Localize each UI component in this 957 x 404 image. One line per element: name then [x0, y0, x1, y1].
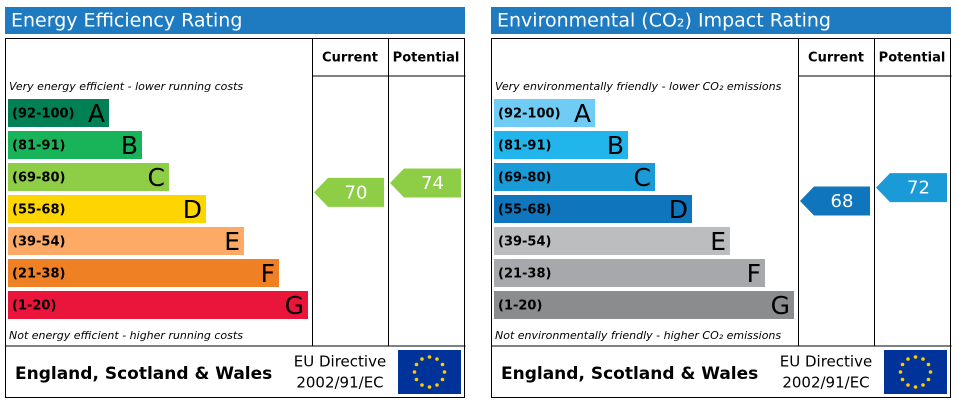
band	[8, 131, 142, 159]
eu-star	[913, 385, 918, 389]
panel-title: Environmental (CO₂) Impact Rating	[497, 10, 831, 32]
eu-star	[414, 362, 419, 367]
band	[8, 195, 206, 223]
rating-value: 72	[907, 178, 930, 199]
band-letter: B	[607, 131, 624, 160]
eu-star	[435, 383, 439, 387]
band-letter: F	[261, 259, 275, 288]
top-note: Very energy efficient - lower running co…	[9, 80, 243, 93]
eu-star	[442, 370, 447, 374]
band	[494, 99, 595, 127]
header-potential: Potential	[393, 51, 460, 66]
rating-arrow	[314, 177, 384, 207]
band-range: (81-91)	[498, 139, 551, 154]
band-range: (69-80)	[498, 171, 551, 186]
eu-star	[921, 383, 925, 387]
header-current: Current	[322, 51, 378, 66]
title-bar	[491, 7, 951, 34]
rating-arrow	[390, 168, 461, 198]
band	[494, 131, 628, 159]
band	[8, 227, 244, 255]
eu-star	[427, 385, 432, 389]
eu-star	[906, 383, 910, 387]
band-letter: F	[747, 259, 761, 288]
footer-region: England, Scotland & Wales	[501, 364, 758, 384]
rating-panel: Energy Efficiency Rating Current Potential…	[5, 7, 466, 398]
rating-value: 68	[831, 191, 854, 212]
band-range: (39-54)	[12, 235, 65, 250]
panel-frame	[5, 38, 465, 398]
eu-star	[900, 362, 905, 367]
header-potential: Potential	[879, 51, 946, 66]
band-range: (69-80)	[12, 171, 65, 186]
eu-star	[900, 377, 905, 382]
eu-star	[898, 370, 903, 374]
band-range: (81-91)	[12, 139, 65, 154]
band-range: (92-100)	[12, 107, 75, 122]
eu-star	[412, 370, 417, 374]
title-bar	[5, 7, 465, 34]
band-letter: A	[574, 99, 591, 128]
eu-star	[420, 383, 424, 387]
band-letter: G	[771, 291, 790, 320]
rating-arrow	[876, 173, 947, 203]
eu-star	[921, 357, 925, 361]
eu-star	[926, 362, 931, 367]
band	[8, 259, 279, 287]
top-note: Very environmentally friendly - lower CO…	[495, 80, 782, 93]
eu-star	[420, 357, 424, 361]
eu-star	[435, 357, 439, 361]
panel-frame	[491, 38, 951, 398]
eu-star	[913, 355, 918, 359]
eu-star	[427, 355, 432, 359]
band	[494, 259, 765, 287]
footer-region: England, Scotland & Wales	[15, 364, 272, 384]
eu-star	[440, 362, 445, 367]
band-letter: G	[285, 291, 304, 320]
band	[8, 99, 109, 127]
footer-directive: EU Directive	[294, 353, 386, 371]
bottom-note: Not energy efficient - higher running co…	[9, 329, 243, 342]
band-range: (21-38)	[498, 267, 551, 282]
band	[8, 163, 169, 191]
band-letter: E	[710, 227, 726, 256]
rating-arrow	[800, 186, 870, 216]
band-range: (39-54)	[498, 235, 551, 250]
rating-panel: Environmental (CO₂) Impact Rating Current…	[491, 7, 952, 398]
eu-star	[906, 357, 910, 361]
band	[494, 227, 730, 255]
bottom-note: Not environmentally friendly - higher CO…	[495, 329, 781, 342]
header-current: Current	[808, 51, 864, 66]
eu-star	[440, 377, 445, 382]
band-range: (55-68)	[12, 203, 65, 218]
band-range: (55-68)	[498, 203, 551, 218]
rating-value: 74	[421, 173, 444, 194]
footer-code: 2002/91/EC	[296, 374, 383, 392]
footer-code: 2002/91/EC	[782, 374, 869, 392]
band-letter: C	[148, 163, 165, 192]
band-letter: E	[224, 227, 240, 256]
band	[494, 195, 692, 223]
eu-star	[414, 377, 419, 382]
band	[494, 163, 655, 191]
band-letter: D	[183, 195, 202, 224]
panel-title: Energy Efficiency Rating	[11, 10, 242, 32]
band-letter: B	[121, 131, 138, 160]
band-range: (1-20)	[498, 299, 542, 314]
band-letter: A	[88, 99, 105, 128]
eu-star	[926, 377, 931, 382]
footer-directive: EU Directive	[780, 353, 872, 371]
eu-star	[928, 370, 933, 374]
band-letter: C	[634, 163, 651, 192]
band-letter: D	[669, 195, 688, 224]
band	[8, 291, 308, 319]
band	[494, 291, 794, 319]
band-range: (21-38)	[12, 267, 65, 282]
band-range: (1-20)	[12, 299, 56, 314]
rating-value: 70	[345, 182, 368, 203]
band-range: (92-100)	[498, 107, 561, 122]
